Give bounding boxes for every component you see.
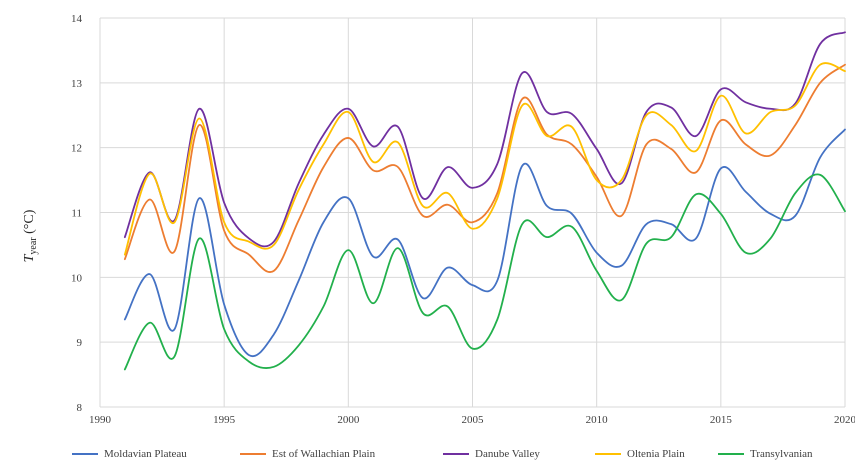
x-tick-label: 2010 — [586, 414, 609, 426]
legend-swatch — [443, 453, 469, 455]
y-tick-label: 12 — [71, 143, 82, 155]
y-tick-label: 11 — [71, 208, 82, 220]
y-tick-label: 14 — [71, 13, 83, 25]
series-line-est-of-wallachian-plain — [123, 63, 846, 273]
y-tick-label: 9 — [77, 337, 83, 349]
y-tick-label: 13 — [71, 78, 83, 90]
legend: Moldavian Plateau Est of Wallachian Plain… — [0, 446, 855, 464]
legend-swatch — [718, 453, 744, 455]
legend-swatch — [240, 453, 266, 455]
y-tick-label: 8 — [77, 402, 83, 414]
legend-label: Transylvanian — [750, 448, 813, 460]
x-tick-label: 1995 — [213, 414, 236, 426]
legend-label: Oltenia Plain — [627, 448, 685, 460]
legend-swatch — [595, 453, 621, 455]
legend-item: Transylvanian — [718, 446, 813, 462]
x-tick-label: 2000 — [337, 414, 360, 426]
legend-label: Danube Valley — [475, 448, 540, 460]
legend-item: Oltenia Plain — [595, 446, 685, 462]
x-tick-label: 2005 — [462, 414, 485, 426]
series-line-transylvanian — [123, 173, 846, 371]
axis-ticks: 1990 1995 2000 2005 2010 2015 2020 8 9 10 11 12 13 14 — [71, 13, 855, 426]
y-axis-label: Tyear (°C) — [22, 209, 39, 262]
x-tick-label: 1990 — [89, 414, 112, 426]
y-tick-label: 10 — [71, 272, 83, 284]
series-line-danube-valley — [123, 31, 846, 248]
legend-item: Danube Valley — [443, 446, 540, 462]
series-line-moldavian-plateau — [123, 128, 846, 358]
legend-label: Moldavian Plateau — [104, 448, 187, 460]
series-line-oltenia-plain — [123, 62, 846, 256]
legend-item: Moldavian Plateau — [72, 446, 187, 462]
legend-swatch — [72, 453, 98, 455]
line-chart: 1990 1995 2000 2005 2010 2015 2020 8 9 10 11 12 13 14… — [22, 13, 855, 426]
x-tick-label: 2015 — [710, 414, 733, 426]
legend-label: Est of Wallachian Plain — [272, 448, 376, 460]
x-tick-label: 2020 — [834, 414, 855, 426]
legend-item: Est of Wallachian Plain — [240, 446, 375, 462]
series-lines — [123, 31, 846, 371]
